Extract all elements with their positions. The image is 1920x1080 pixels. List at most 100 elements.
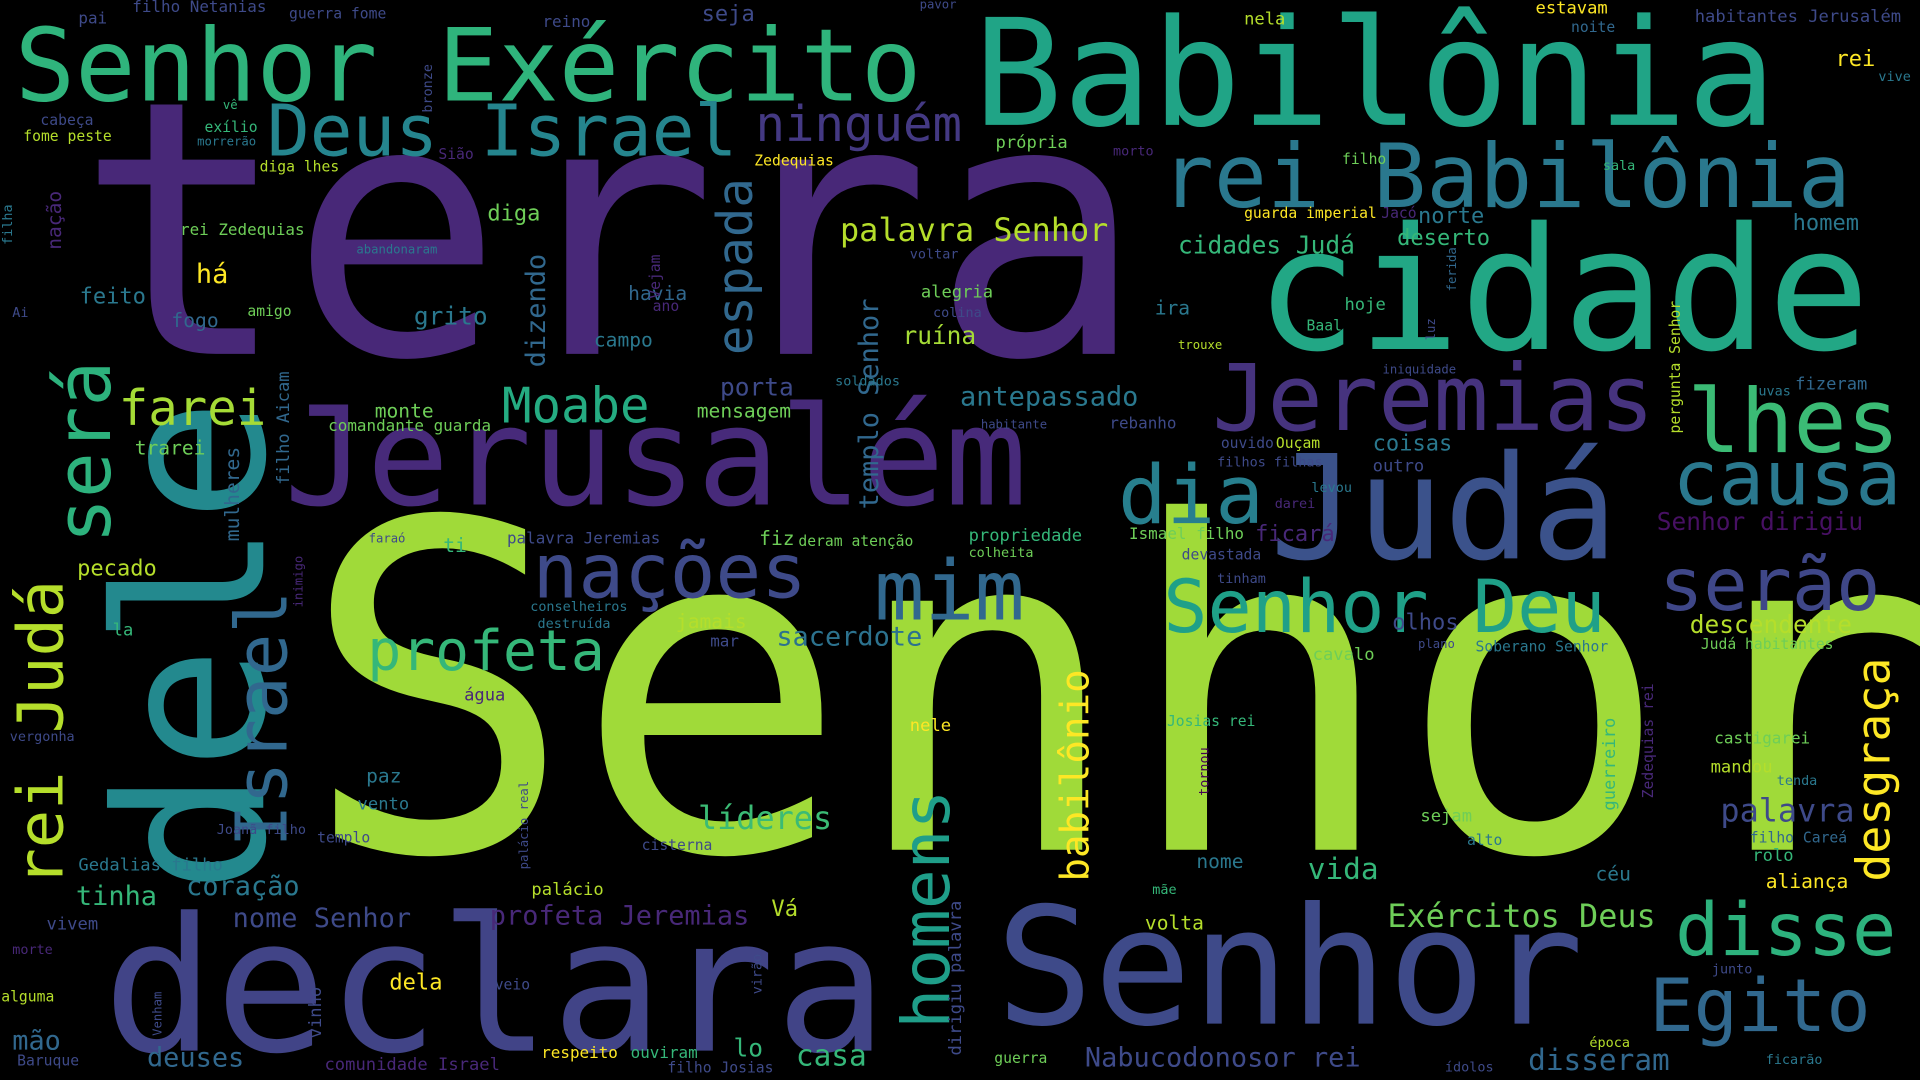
word: pavor (919, 0, 957, 13)
word: noite (1571, 18, 1616, 36)
word: Ismael filho (1128, 525, 1244, 544)
word: guarda imperial (1244, 204, 1377, 222)
word: vinho (306, 986, 326, 1039)
word: bronze (420, 63, 436, 113)
word: Jeremias (1212, 344, 1655, 452)
word: desgraça (1846, 657, 1901, 882)
word: lo (733, 1033, 763, 1063)
word: nações (532, 526, 807, 616)
word: guerra (994, 1049, 1048, 1067)
word: rei Zedequias (180, 221, 305, 240)
word: cavalo (1312, 645, 1375, 665)
word: palavra Jeremias (506, 530, 661, 549)
word: Senhor (995, 874, 1584, 1063)
word: reino (542, 13, 591, 32)
word: porta (720, 372, 794, 402)
word: ficarão (1765, 1051, 1823, 1068)
word: rolo (1752, 846, 1794, 866)
word: filho Netanias (132, 0, 267, 18)
word: faraó (368, 532, 406, 547)
word: colheita (968, 544, 1034, 561)
word: nome (1196, 849, 1244, 874)
word: ferida (1446, 247, 1460, 292)
word: campo (593, 328, 653, 352)
word: ouvido (1220, 434, 1274, 452)
word: Nabucodonosor rei (1084, 1043, 1361, 1074)
word: dia (1117, 448, 1264, 543)
word: levou (1311, 480, 1352, 496)
word: Ouçam (1275, 434, 1321, 452)
word: Moabe (502, 378, 650, 435)
word: Senhor (300, 427, 1920, 958)
word: própria (995, 133, 1068, 154)
word: vento (357, 794, 410, 815)
word: espada (707, 178, 765, 356)
word: profeta Jeremias (489, 901, 750, 932)
word: ano (652, 297, 680, 315)
word: homem (1792, 210, 1860, 237)
word: Judá habitantes (1700, 635, 1834, 653)
word: Zedequias (754, 151, 834, 169)
word: comandante guarda (328, 417, 492, 436)
word: devastada (1181, 546, 1262, 564)
word: luz (1425, 318, 1439, 341)
word: morte (12, 941, 53, 958)
word: uvas (1758, 383, 1791, 400)
word: declara (102, 877, 888, 1080)
word: palácio real (517, 780, 532, 870)
word: castigarei (1714, 729, 1811, 749)
word: nele (909, 716, 952, 736)
word: mar (710, 633, 739, 652)
word: deram atenção (798, 532, 914, 550)
word: fome peste (23, 127, 112, 145)
word: ficará (1255, 521, 1335, 548)
word: Venham (151, 991, 166, 1036)
word: olhos (1392, 609, 1459, 636)
word: Sião (438, 145, 474, 163)
word: há (195, 259, 229, 291)
word: Vá (771, 896, 798, 923)
word: farei (118, 380, 267, 438)
word: mandou (1710, 757, 1773, 778)
word: vida (1307, 852, 1379, 887)
word: outro (1372, 456, 1425, 477)
word: virão (749, 953, 766, 995)
word: junto (1711, 961, 1753, 978)
word: Jacó (1381, 204, 1417, 222)
word: tenda (1776, 772, 1818, 789)
word: filho Aicam (274, 371, 294, 485)
word: Soberano Senhor (1475, 637, 1609, 656)
word: jamais (675, 609, 747, 634)
word: guerreiro (1600, 717, 1620, 811)
word: nome Senhor (232, 903, 412, 935)
word: profeta (367, 617, 605, 684)
word: plano (1417, 637, 1455, 652)
word: vive (1878, 68, 1911, 85)
word: Jerusalém (284, 378, 1028, 538)
word: ruína (902, 320, 977, 351)
word: pergunta Senhor (1666, 300, 1684, 434)
word: mão (12, 1026, 61, 1057)
word: mãe (1152, 881, 1177, 898)
word: monte (374, 399, 434, 423)
word: alguma (1, 988, 55, 1006)
word: cisterna (641, 836, 713, 854)
word: Judá (1269, 423, 1618, 593)
word: mulheres (220, 446, 244, 542)
word: nela (1244, 9, 1286, 30)
word: Senhor Deu (1163, 564, 1606, 651)
word: filha (0, 204, 16, 245)
word: morrerão (197, 135, 257, 150)
word: Deus Israel (266, 89, 738, 173)
word: tornou (1196, 747, 1213, 796)
word: dela (389, 969, 443, 996)
word: habitante (980, 418, 1048, 433)
word: disse (1675, 887, 1897, 974)
word: la (112, 620, 134, 641)
word: cabeça (40, 111, 94, 129)
word: filho Careá (1749, 828, 1848, 847)
word: casa (795, 1038, 867, 1073)
word: darei (1274, 495, 1316, 512)
word: nação (42, 190, 67, 250)
